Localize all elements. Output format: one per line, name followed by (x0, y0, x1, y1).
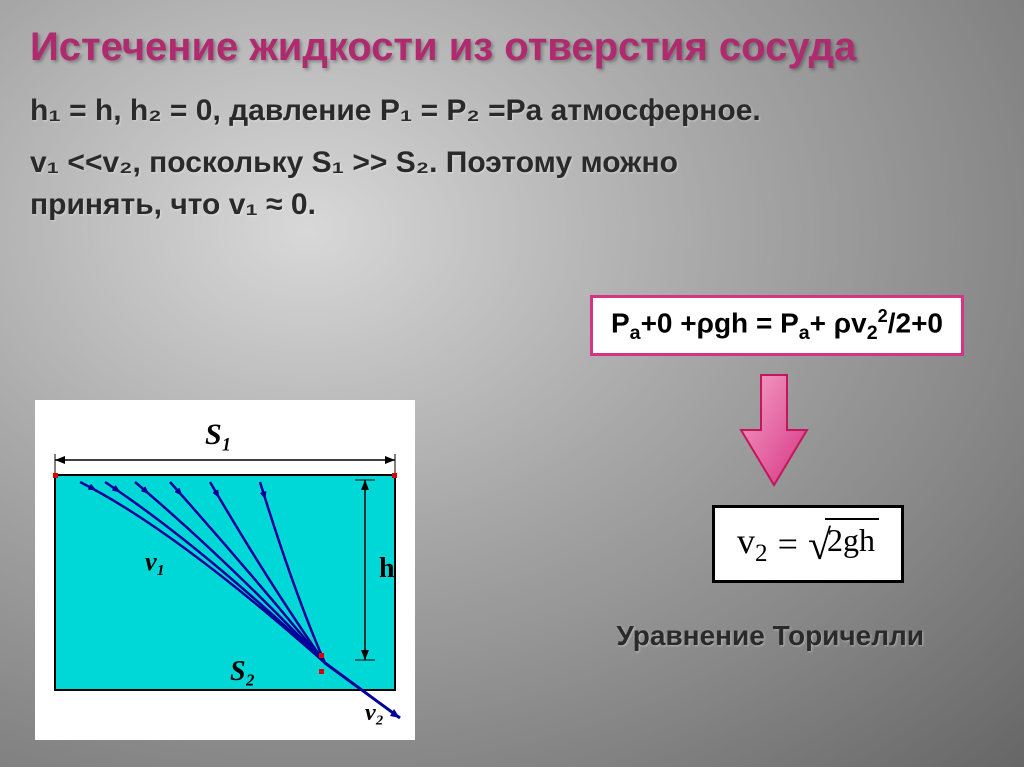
svg-text:v₂: v₂ (365, 700, 384, 726)
text-line-2a: v₁ <<v₂, поскольку S₁ >> S₂. Поэтому мож… (30, 146, 678, 179)
torricelli-formula-box: v2 = √2gh (712, 505, 904, 583)
svg-text:S₁: S₁ (205, 418, 232, 451)
bernoulli-equation-box: Pa+0 +ρgh = Pa+ ρv22/2+0 (590, 295, 964, 356)
vessel-diagram: S₁ h v₁ S₂ v₂ (35, 400, 415, 740)
text-line-1: h₁ = h, h₂ = 0, давление P₁ = P₂ =Pa атм… (0, 80, 1024, 142)
text-line-2b: принять, что v₁ ≈ 0. (30, 188, 316, 221)
text-line-2: v₁ <<v₂, поскольку S₁ >> S₂. Поэтому мож… (0, 142, 1024, 236)
svg-text:h: h (379, 553, 395, 584)
svg-text:S₂: S₂ (230, 656, 255, 687)
page-title: Истечение жидкости из отверстия сосуда (0, 0, 1024, 80)
formula-caption: Уравнение Торичелли (616, 620, 924, 652)
arrow-down-icon (739, 370, 809, 490)
svg-text:v₁: v₁ (145, 547, 166, 576)
